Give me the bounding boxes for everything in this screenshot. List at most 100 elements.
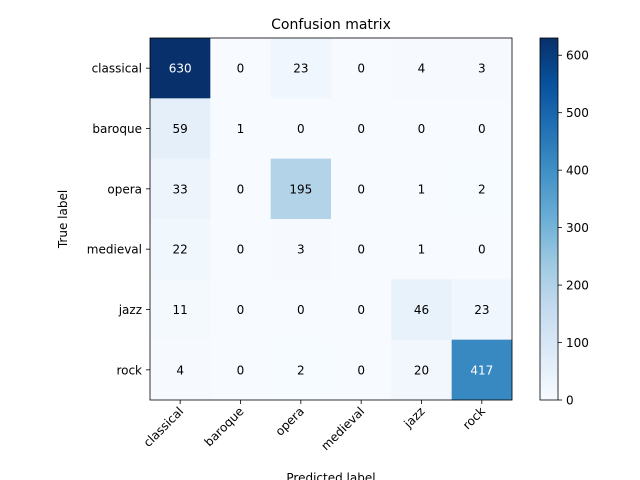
cell-value-label: 0	[237, 62, 245, 76]
cell-value-label: 2	[478, 182, 486, 196]
colorbar-tick-label: 500	[566, 106, 589, 120]
cell-value-label: 0	[237, 243, 245, 257]
cell-value-label: 2	[297, 363, 305, 377]
heatmap-cell	[150, 279, 211, 340]
cell-value-label: 0	[297, 122, 305, 136]
heatmap-cell	[270, 219, 332, 280]
y-tick-label: opera	[107, 182, 142, 196]
x-tick-label: opera	[273, 404, 307, 438]
x-tick-label: jazz	[401, 404, 428, 431]
y-tick-label: classical	[92, 62, 142, 76]
heatmap-cell	[391, 158, 452, 220]
x-tick-label: baroque	[202, 404, 247, 449]
heatmap-cell	[391, 219, 452, 280]
heatmap-cell	[331, 158, 392, 220]
cell-value-label: 3	[478, 62, 486, 76]
heatmap-cell	[270, 38, 332, 99]
heatmap-cell	[210, 98, 271, 159]
heatmap-cell	[391, 38, 452, 99]
heatmap-cells	[150, 38, 513, 401]
heatmap-cell	[451, 158, 513, 220]
heatmap-cell-labels: 630 0 23 0 4 359 1 0 0 0 033 0 195 0 1 222 0 3 0 1 011 0 0 0 46 2…	[169, 62, 494, 378]
cell-value-label: 630	[169, 62, 192, 76]
heatmap-cell	[331, 38, 392, 99]
cell-value-label: 0	[357, 182, 365, 196]
heatmap-cell	[150, 219, 211, 280]
heatmap-cell	[451, 98, 513, 159]
cell-value-label: 20	[414, 363, 429, 377]
colorbar	[539, 37, 559, 401]
heatmap-cell	[270, 158, 332, 220]
y-tick-label: medieval	[87, 243, 142, 257]
heatmap-cell	[331, 219, 392, 280]
x-tick-label: rock	[460, 404, 488, 432]
heatmap-cell	[331, 279, 392, 340]
cell-value-label: 0	[357, 303, 365, 317]
cell-value-label: 0	[357, 363, 365, 377]
cell-value-label: 1	[418, 243, 426, 257]
colorbar-tick-label: 300	[566, 221, 589, 235]
heatmap-cell	[391, 98, 452, 159]
cell-value-label: 22	[173, 243, 188, 257]
y-tick-label: baroque	[92, 122, 142, 136]
heatmap-cell	[150, 158, 211, 220]
cell-value-label: 1	[418, 182, 426, 196]
heatmap-cell	[150, 98, 211, 159]
heatmap-cell	[451, 219, 513, 280]
chart-title: Confusion matrix	[271, 17, 391, 33]
cell-value-label: 23	[293, 62, 308, 76]
cell-value-label: 0	[357, 243, 365, 257]
heatmap-cell	[451, 38, 513, 99]
heatmap-cell	[451, 279, 513, 340]
cell-value-label: 1	[237, 122, 245, 136]
heatmap-cell	[210, 339, 271, 401]
heatmap-cell	[150, 38, 211, 99]
heatmap-cell	[210, 279, 271, 340]
x-tick-label: medieval	[318, 404, 367, 453]
cell-value-label: 3	[297, 243, 305, 257]
x-axis-label: Predicted label	[286, 471, 375, 480]
heatmap-cell	[391, 279, 452, 340]
y-axis-label: True label	[56, 190, 70, 249]
cell-value-label: 0	[478, 122, 486, 136]
cell-value-label: 23	[474, 303, 489, 317]
heatmap-cell	[391, 339, 452, 401]
heatmap-cell	[210, 38, 271, 99]
y-axis-ticks: classical baroque opera medieval jazz rock	[87, 62, 150, 377]
heatmap-cell	[270, 339, 332, 401]
x-axis-ticks: classical baroque opera medieval jazz rock	[141, 400, 488, 453]
cell-value-label: 0	[418, 122, 426, 136]
heatmap-cell	[331, 98, 392, 159]
cell-value-label: 417	[470, 363, 493, 377]
cell-value-label: 11	[173, 303, 188, 317]
colorbar-tick-label: 400	[566, 164, 589, 178]
heatmap-cell	[150, 339, 211, 401]
cell-value-label: 0	[237, 182, 245, 196]
cell-value-label: 46	[414, 303, 429, 317]
cell-value-label: 33	[173, 182, 188, 196]
heatmap-cell	[210, 158, 271, 220]
y-tick-label: rock	[116, 363, 142, 377]
y-tick-label: jazz	[118, 303, 142, 317]
cell-value-label: 0	[357, 122, 365, 136]
cell-value-label: 4	[418, 62, 426, 76]
heatmap-cell	[451, 339, 513, 401]
cell-value-label: 0	[478, 243, 486, 257]
cell-value-label: 0	[237, 363, 245, 377]
cell-value-label: 195	[289, 182, 312, 196]
colorbar-tick-label: 200	[566, 279, 589, 293]
colorbar-tick-label: 600	[566, 49, 589, 63]
colorbar-tick-label: 0	[566, 394, 574, 408]
cell-value-label: 59	[173, 122, 188, 136]
heatmap-cell	[270, 98, 332, 159]
colorbar-tick-label: 100	[566, 336, 589, 350]
heatmap-cell	[210, 219, 271, 280]
colorbar-ticks: 0 100 200 300 400 500 600	[558, 49, 589, 408]
cell-value-label: 0	[237, 303, 245, 317]
heatmap-cell	[331, 339, 392, 401]
cell-value-label: 4	[176, 363, 184, 377]
cell-value-label: 0	[357, 62, 365, 76]
x-tick-label: classical	[141, 404, 187, 450]
heatmap-cell	[270, 279, 332, 340]
